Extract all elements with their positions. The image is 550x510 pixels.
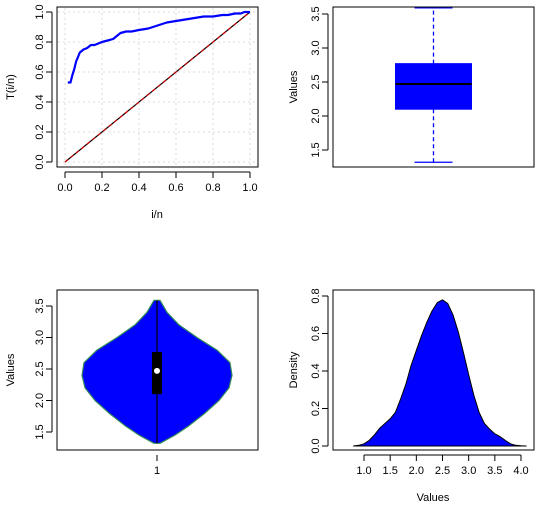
- p2-y-tick-label: 2.0: [310, 108, 322, 123]
- p1-y-axis-title: T(i/n): [5, 74, 17, 100]
- p4-x-tick-label: 4.0: [513, 465, 528, 477]
- p1-x-axis-title: i/n: [151, 209, 163, 221]
- p3-y-tick-label: 2.0: [34, 393, 46, 408]
- p4-x-tick-label: 2.5: [435, 465, 450, 477]
- p1-plot-frame: [56, 6, 259, 168]
- p2-y-tick-label: 2.5: [310, 74, 322, 89]
- p1-x-tick-label: 0.4: [131, 182, 146, 194]
- p2-y-axis: 1.5 2.0 2.5 3.0 3.5: [310, 6, 329, 158]
- p1-series-layer: [64, 10, 251, 163]
- p1-y-tick-label: 1.0: [34, 4, 46, 19]
- p1-y-axis: 0.0 0.2 0.4 0.6 0.8 1.0: [34, 4, 53, 170]
- p1-curve-series: [67, 10, 250, 84]
- p1-x-tick-label: 1.0: [242, 182, 257, 194]
- p3-y-axis-title: Values: [5, 353, 17, 386]
- p1-y-tick-label: 0.0: [34, 154, 46, 169]
- p1-x-tick-label: 0.8: [205, 182, 220, 194]
- panel-density: 1.0 1.5 2.0 2.5 3.0 3.5 4.0 0.0 0.2 0.4 0.6 0.8 Va…: [288, 288, 535, 504]
- p4-x-axis: 1.0 1.5 2.0 2.5 3.0 3.5 4.0: [356, 454, 529, 477]
- p4-y-tick-label: 0.6: [310, 326, 322, 341]
- p3-y-axis: 1.5 2.0 2.5 3.0 3.5: [34, 298, 53, 440]
- p2-y-tick-label: 1.5: [310, 142, 322, 157]
- p2-box: [395, 63, 472, 110]
- p2-boxplot-marks: [395, 7, 472, 163]
- p4-x-tick-label: 2.0: [409, 465, 424, 477]
- p1-x-tick-label: 0.0: [57, 182, 72, 194]
- p2-y-tick-label: 3.0: [310, 40, 322, 55]
- p4-x-tick-label: 1.0: [356, 465, 371, 477]
- p3-y-tick-label: 1.5: [34, 424, 46, 439]
- p3-y-tick-label: 3.0: [34, 330, 46, 345]
- p1-y-tick-label: 0.6: [34, 64, 46, 79]
- p1-y-tick-label: 0.8: [34, 34, 46, 49]
- p4-y-tick-label: 0.8: [310, 288, 322, 303]
- panel-lorenz-curve: 0.0 0.2 0.4 0.6 0.8 1.0 0.0 0.2 0.4 0.6 0.8 1.0 i/…: [5, 4, 259, 221]
- p4-y-tick-label: 0.4: [310, 363, 322, 378]
- p1-x-tick-label: 0.2: [94, 182, 109, 194]
- p2-y-tick-label: 3.5: [310, 6, 322, 21]
- p4-y-tick-label: 0.2: [310, 401, 322, 416]
- p3-x-axis: 1: [154, 455, 160, 477]
- p2-y-axis-title: Values: [288, 70, 300, 103]
- p1-x-axis: 0.0 0.2 0.4 0.6 0.8 1.0: [57, 171, 258, 194]
- panel-boxplot: 1.5 2.0 2.5 3.0 3.5 Values: [288, 6, 535, 168]
- p4-y-axis-title: Density: [288, 351, 300, 388]
- p4-x-tick-label: 3.0: [461, 465, 476, 477]
- p3-plot-frame: [56, 289, 259, 451]
- p2-plot-frame: [332, 6, 535, 168]
- p1-grid: [58, 8, 257, 166]
- p1-y-tick-label: 0.2: [34, 124, 46, 139]
- p4-y-axis: 0.0 0.2 0.4 0.6 0.8: [310, 288, 329, 454]
- p4-x-tick-label: 1.5: [383, 465, 398, 477]
- panel-violin: 1 1.5 2.0 2.5 3.0 3.5 Values: [5, 289, 259, 477]
- p1-equality-line-dashed: [64, 11, 251, 163]
- p4-density-marks: [353, 299, 527, 447]
- p3-x-tick-label: 1: [154, 465, 160, 477]
- p4-x-tick-label: 3.5: [487, 465, 502, 477]
- p4-density-area: [353, 299, 527, 447]
- p4-plot-frame: [332, 289, 535, 451]
- p4-x-axis-title: Values: [417, 492, 450, 504]
- p1-y-tick-label: 0.4: [34, 94, 46, 109]
- p3-violin-marks: [81, 299, 233, 444]
- p3-median-dot: [154, 367, 160, 374]
- p3-y-tick-label: 2.5: [34, 361, 46, 376]
- p4-y-tick-label: 0.0: [310, 438, 322, 453]
- p1-x-tick-label: 0.6: [168, 182, 183, 194]
- p3-y-tick-label: 3.5: [34, 298, 46, 313]
